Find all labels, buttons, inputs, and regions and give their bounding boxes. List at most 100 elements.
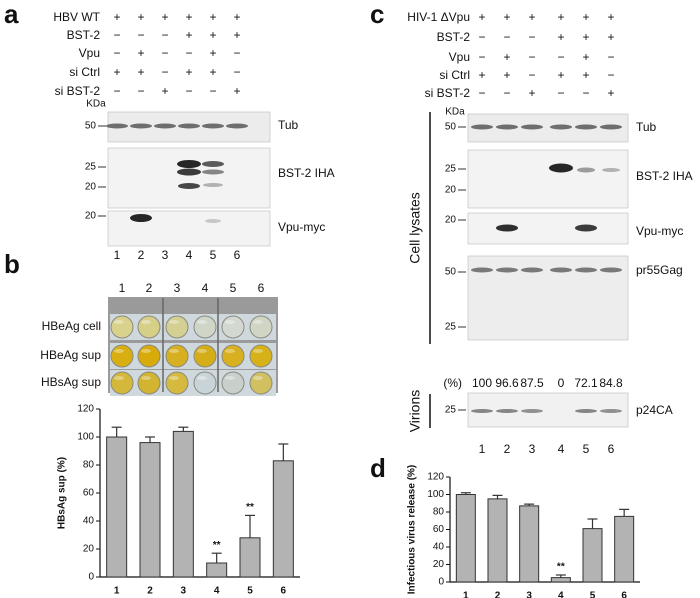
- condition-sign: +: [528, 86, 535, 100]
- condition-label: si BST-2: [55, 84, 101, 98]
- band: [203, 183, 223, 187]
- condition-sign: +: [607, 10, 614, 24]
- column-number: 6: [258, 281, 265, 295]
- condition-sign: +: [113, 10, 120, 24]
- band: [106, 123, 128, 129]
- band: [550, 267, 572, 273]
- well-glare: [114, 349, 124, 353]
- band: [600, 124, 622, 130]
- condition-sign: −: [137, 84, 144, 98]
- condition-sign: −: [209, 84, 216, 98]
- condition-sign: −: [528, 50, 535, 64]
- kda-label: KDa: [445, 107, 465, 118]
- condition-sign: −: [557, 86, 564, 100]
- well-glare: [141, 320, 151, 324]
- condition-sign: −: [478, 30, 485, 44]
- condition-sign: +: [582, 68, 589, 82]
- blot: [467, 392, 629, 428]
- band: [496, 409, 518, 413]
- y-tick-label: 100: [427, 489, 444, 500]
- band: [496, 224, 518, 232]
- condition-sign: +: [209, 65, 216, 79]
- condition-sign: −: [607, 68, 614, 82]
- condition-sign: +: [209, 10, 216, 24]
- well-glare: [141, 376, 151, 380]
- condition-sign: −: [113, 28, 120, 42]
- condition-label: HIV-1 ΔVpu: [407, 10, 470, 24]
- condition-sign: +: [503, 68, 510, 82]
- bar: [106, 436, 128, 578]
- y-axis-label: HBsAg sup (%): [57, 457, 68, 529]
- condition-sign: −: [185, 46, 192, 60]
- well: [193, 344, 217, 368]
- blot-label: Vpu-myc: [636, 224, 683, 238]
- condition-sign: −: [503, 30, 510, 44]
- well: [137, 371, 161, 395]
- well: [137, 315, 161, 339]
- band: [202, 123, 224, 129]
- band: [575, 409, 597, 413]
- well: [110, 315, 134, 339]
- condition-sign: +: [161, 84, 168, 98]
- well: [221, 344, 245, 368]
- band: [496, 267, 518, 273]
- x-tick-label: 4: [214, 586, 220, 597]
- well: [221, 371, 245, 395]
- x-tick-label: 1: [114, 586, 120, 597]
- row-label: HBsAg sup: [41, 375, 101, 389]
- y-tick-label: 120: [427, 472, 444, 483]
- band: [577, 167, 595, 173]
- blot: [107, 210, 271, 247]
- condition-sign: +: [582, 50, 589, 64]
- well: [221, 315, 245, 339]
- condition-sign: +: [478, 68, 485, 82]
- y-tick-label: 80: [83, 460, 95, 471]
- condition-sign: −: [113, 84, 120, 98]
- blot: [467, 149, 629, 209]
- y-tick-label: 60: [83, 488, 95, 499]
- condition-sign: −: [161, 28, 168, 42]
- band: [575, 267, 597, 273]
- percent-value: 72.1: [574, 376, 598, 390]
- y-tick-label: 0: [438, 577, 444, 588]
- marker-label: 25: [445, 322, 457, 333]
- well-glare: [197, 349, 207, 353]
- well-glare: [253, 320, 263, 324]
- well: [165, 371, 189, 395]
- condition-label: Vpu: [79, 46, 100, 60]
- band: [178, 183, 200, 189]
- condition-sign: +: [209, 46, 216, 60]
- condition-sign: +: [137, 46, 144, 60]
- panel-label: c: [370, 0, 384, 29]
- band: [575, 124, 597, 130]
- bar: [582, 528, 603, 583]
- condition-sign: +: [185, 65, 192, 79]
- well-glare: [169, 376, 179, 380]
- well-glare: [169, 320, 179, 324]
- x-tick-label: 5: [247, 586, 253, 597]
- marker-label: 25: [85, 162, 97, 173]
- x-tick-label: 5: [590, 591, 596, 598]
- x-tick-label: 1: [463, 591, 469, 598]
- group-label: Virions: [407, 390, 423, 433]
- well-glare: [169, 349, 179, 353]
- bar: [139, 442, 161, 578]
- column-number: 4: [202, 281, 209, 295]
- band: [521, 267, 543, 273]
- bar: [239, 537, 261, 578]
- condition-sign: +: [503, 10, 510, 24]
- lane-number: 2: [504, 442, 511, 456]
- bar: [550, 577, 571, 583]
- band: [154, 123, 176, 129]
- condition-sign: +: [209, 28, 216, 42]
- condition-sign: +: [607, 86, 614, 100]
- condition-sign: +: [233, 28, 240, 42]
- row-label: HBeAg cell: [42, 319, 101, 333]
- column-number: 5: [230, 281, 237, 295]
- well: [249, 315, 273, 339]
- lane-number: 4: [186, 248, 193, 262]
- band: [521, 409, 543, 413]
- well: [110, 344, 134, 368]
- blot-label: BST-2 IHA: [278, 166, 335, 180]
- well-glare: [114, 320, 124, 324]
